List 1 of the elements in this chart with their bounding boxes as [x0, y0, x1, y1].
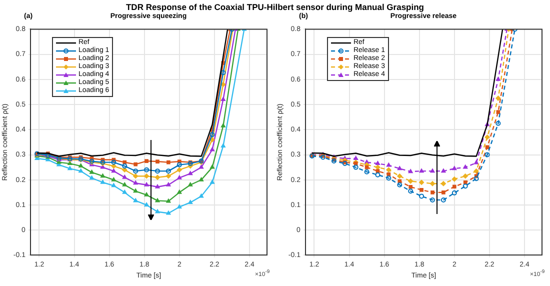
- text: TDR Response of the Coaxial TPU-Hilbert sensor during Manual Grasping: [124, 2, 425, 12]
